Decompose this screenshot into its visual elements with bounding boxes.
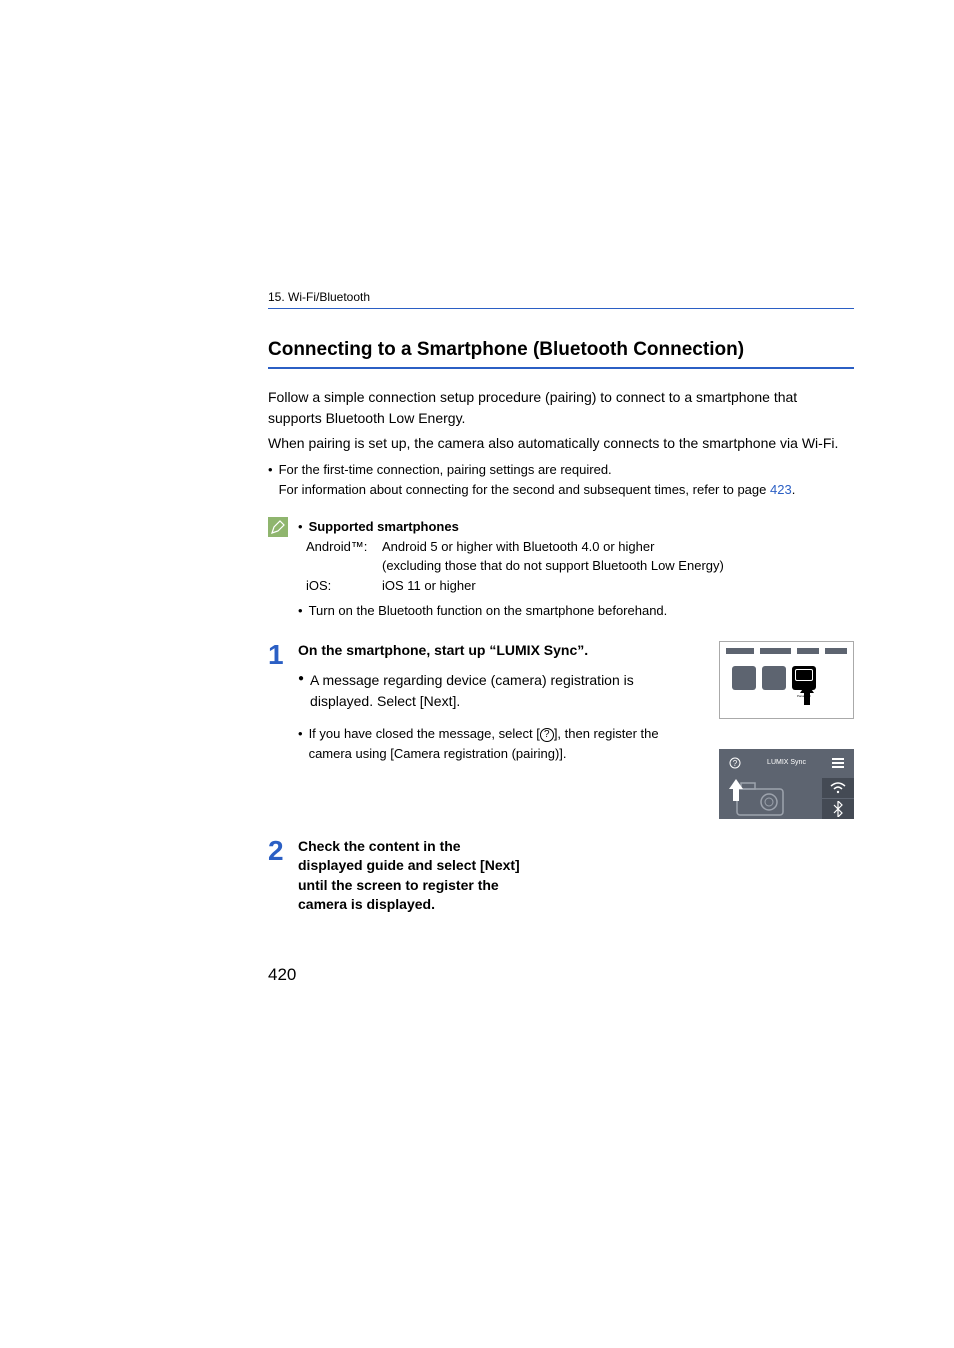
header-rule xyxy=(268,308,854,309)
ios-spec: iOS 11 or higher xyxy=(382,576,476,596)
step-1-title: On the smartphone, start up “LUMIX Sync”… xyxy=(298,641,699,661)
step-1-sub-1: A message regarding device (camera) regi… xyxy=(310,670,699,712)
ios-label: iOS: xyxy=(306,576,382,596)
bullet-icon: ● xyxy=(298,670,304,688)
camera-outline-icon xyxy=(735,779,793,817)
title-rule xyxy=(268,367,854,369)
bullet-icon: • xyxy=(298,601,303,621)
svg-text:?: ? xyxy=(733,759,738,768)
android-spec-1: Android 5 or higher with Bluetooth 4.0 o… xyxy=(382,539,654,554)
intro-paragraph-1: Follow a simple connection setup procedu… xyxy=(268,387,854,429)
bluetooth-icon xyxy=(833,801,843,817)
step-number-1: 1 xyxy=(268,641,298,669)
step-1-sub-2: If you have closed the message, select [… xyxy=(309,724,699,763)
bluetooth-note: Turn on the Bluetooth function on the sm… xyxy=(309,601,668,621)
menu-icon xyxy=(832,758,844,768)
help-icon: ? xyxy=(540,728,554,742)
app-placeholder-icon xyxy=(732,666,756,690)
help-circle-icon: ? xyxy=(729,757,741,769)
note-line-2a: For information about connecting for the… xyxy=(279,482,770,497)
illustration-home-screen xyxy=(719,641,854,719)
pencil-note-icon xyxy=(268,517,288,537)
supported-smartphones-box: • Supported smartphones Android™: Androi… xyxy=(268,517,854,621)
wifi-icon xyxy=(830,782,846,794)
bullet-icon: • xyxy=(298,517,303,537)
note-line-1: For the first-time connection, pairing s… xyxy=(279,462,612,477)
first-time-note: • For the first-time connection, pairing… xyxy=(268,460,854,499)
step-number-2: 2 xyxy=(268,837,298,865)
step-2-title: Check the content in the displayed guide… xyxy=(298,837,528,915)
tap-arrow-icon xyxy=(729,779,743,806)
intro-paragraph-2: When pairing is set up, the camera also … xyxy=(268,433,854,454)
illustration-lumix-sync: ? LUMIX Sync xyxy=(719,749,854,819)
app-placeholder-icon xyxy=(762,666,786,690)
android-label: Android™: xyxy=(306,537,382,576)
step-2: 2 Check the content in the displayed gui… xyxy=(268,837,854,925)
page-reference-link[interactable]: 423 xyxy=(770,482,792,497)
note-line-2b: . xyxy=(792,482,796,497)
tap-arrow-icon xyxy=(800,683,814,710)
breadcrumb: 15. Wi-Fi/Bluetooth xyxy=(268,290,854,304)
bullet-icon: • xyxy=(268,460,273,480)
page-number: 420 xyxy=(268,965,854,985)
section-title: Connecting to a Smartphone (Bluetooth Co… xyxy=(268,339,854,361)
supported-title: Supported smartphones xyxy=(309,517,459,537)
lumix-sync-title: LUMIX Sync xyxy=(767,759,806,766)
android-spec-2: (excluding those that do not support Blu… xyxy=(382,558,724,573)
step-1: 1 On the smartphone, start up “LUMIX Syn… xyxy=(268,641,854,819)
bullet-icon: • xyxy=(298,724,303,744)
